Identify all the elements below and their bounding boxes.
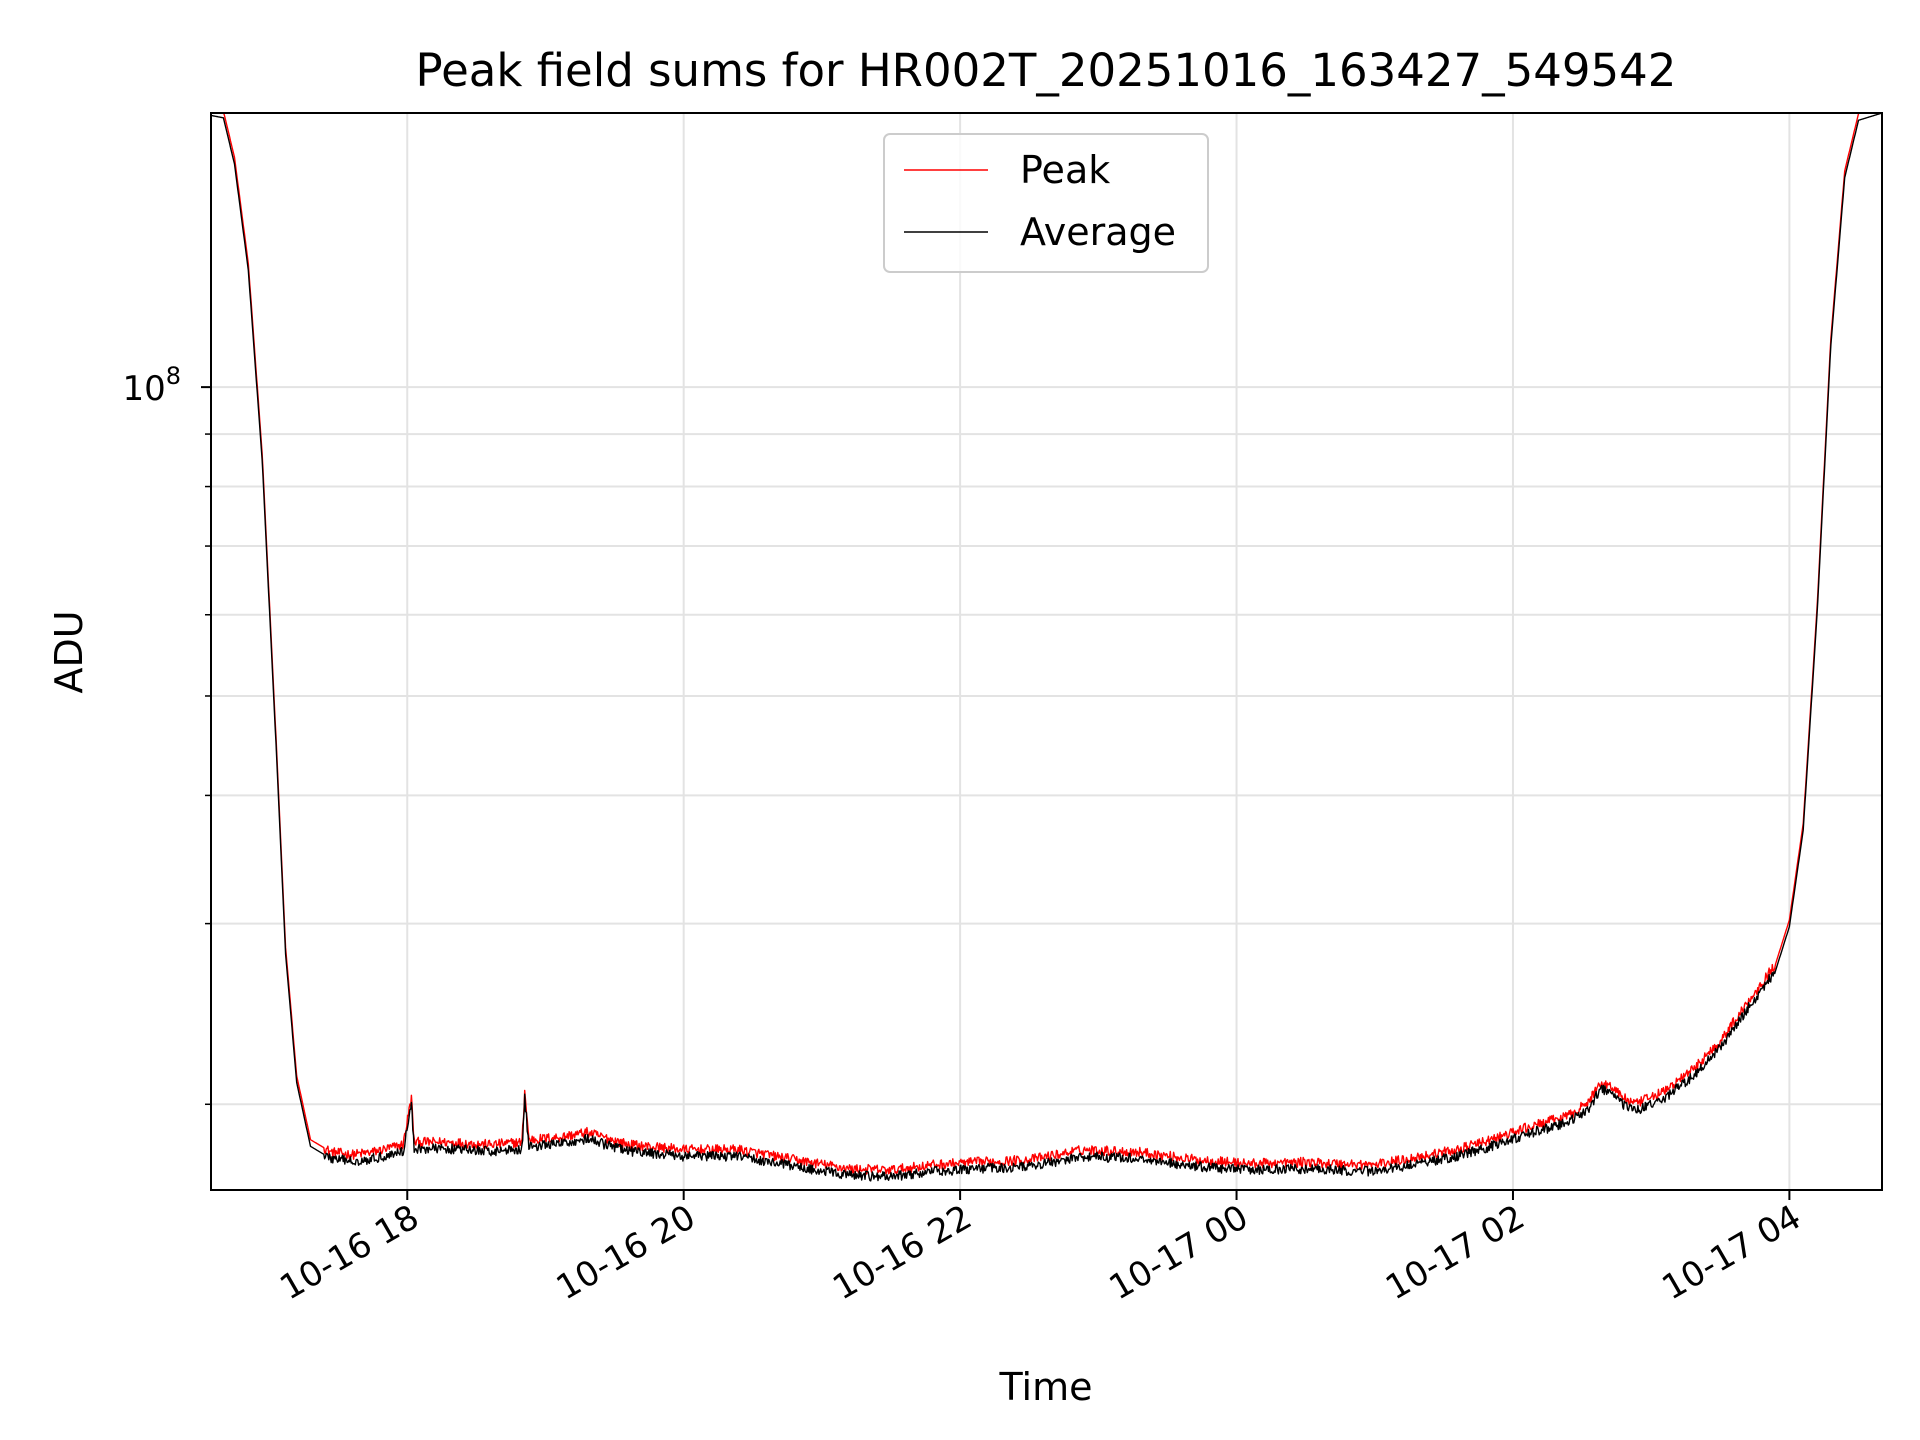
legend-box (883, 133, 1209, 273)
y-tick-layer: 108 (122, 362, 211, 1106)
x-axis-label: Time (999, 1365, 1093, 1409)
legend-peak-label: Peak (1020, 148, 1110, 192)
series-layer (210, 112, 1883, 1182)
y-tick-label-0: 108 (122, 362, 181, 409)
legend: Peak Average (883, 133, 1209, 273)
legend-average-label: Average (1020, 210, 1176, 254)
series-line-average (210, 112, 1883, 1182)
chart-title: Peak field sums for HR002T_20251016_1634… (416, 44, 1677, 97)
grid-layer (211, 113, 1882, 1190)
plot-frame (210, 112, 1883, 1191)
y-axis-label: ADU (47, 610, 91, 693)
